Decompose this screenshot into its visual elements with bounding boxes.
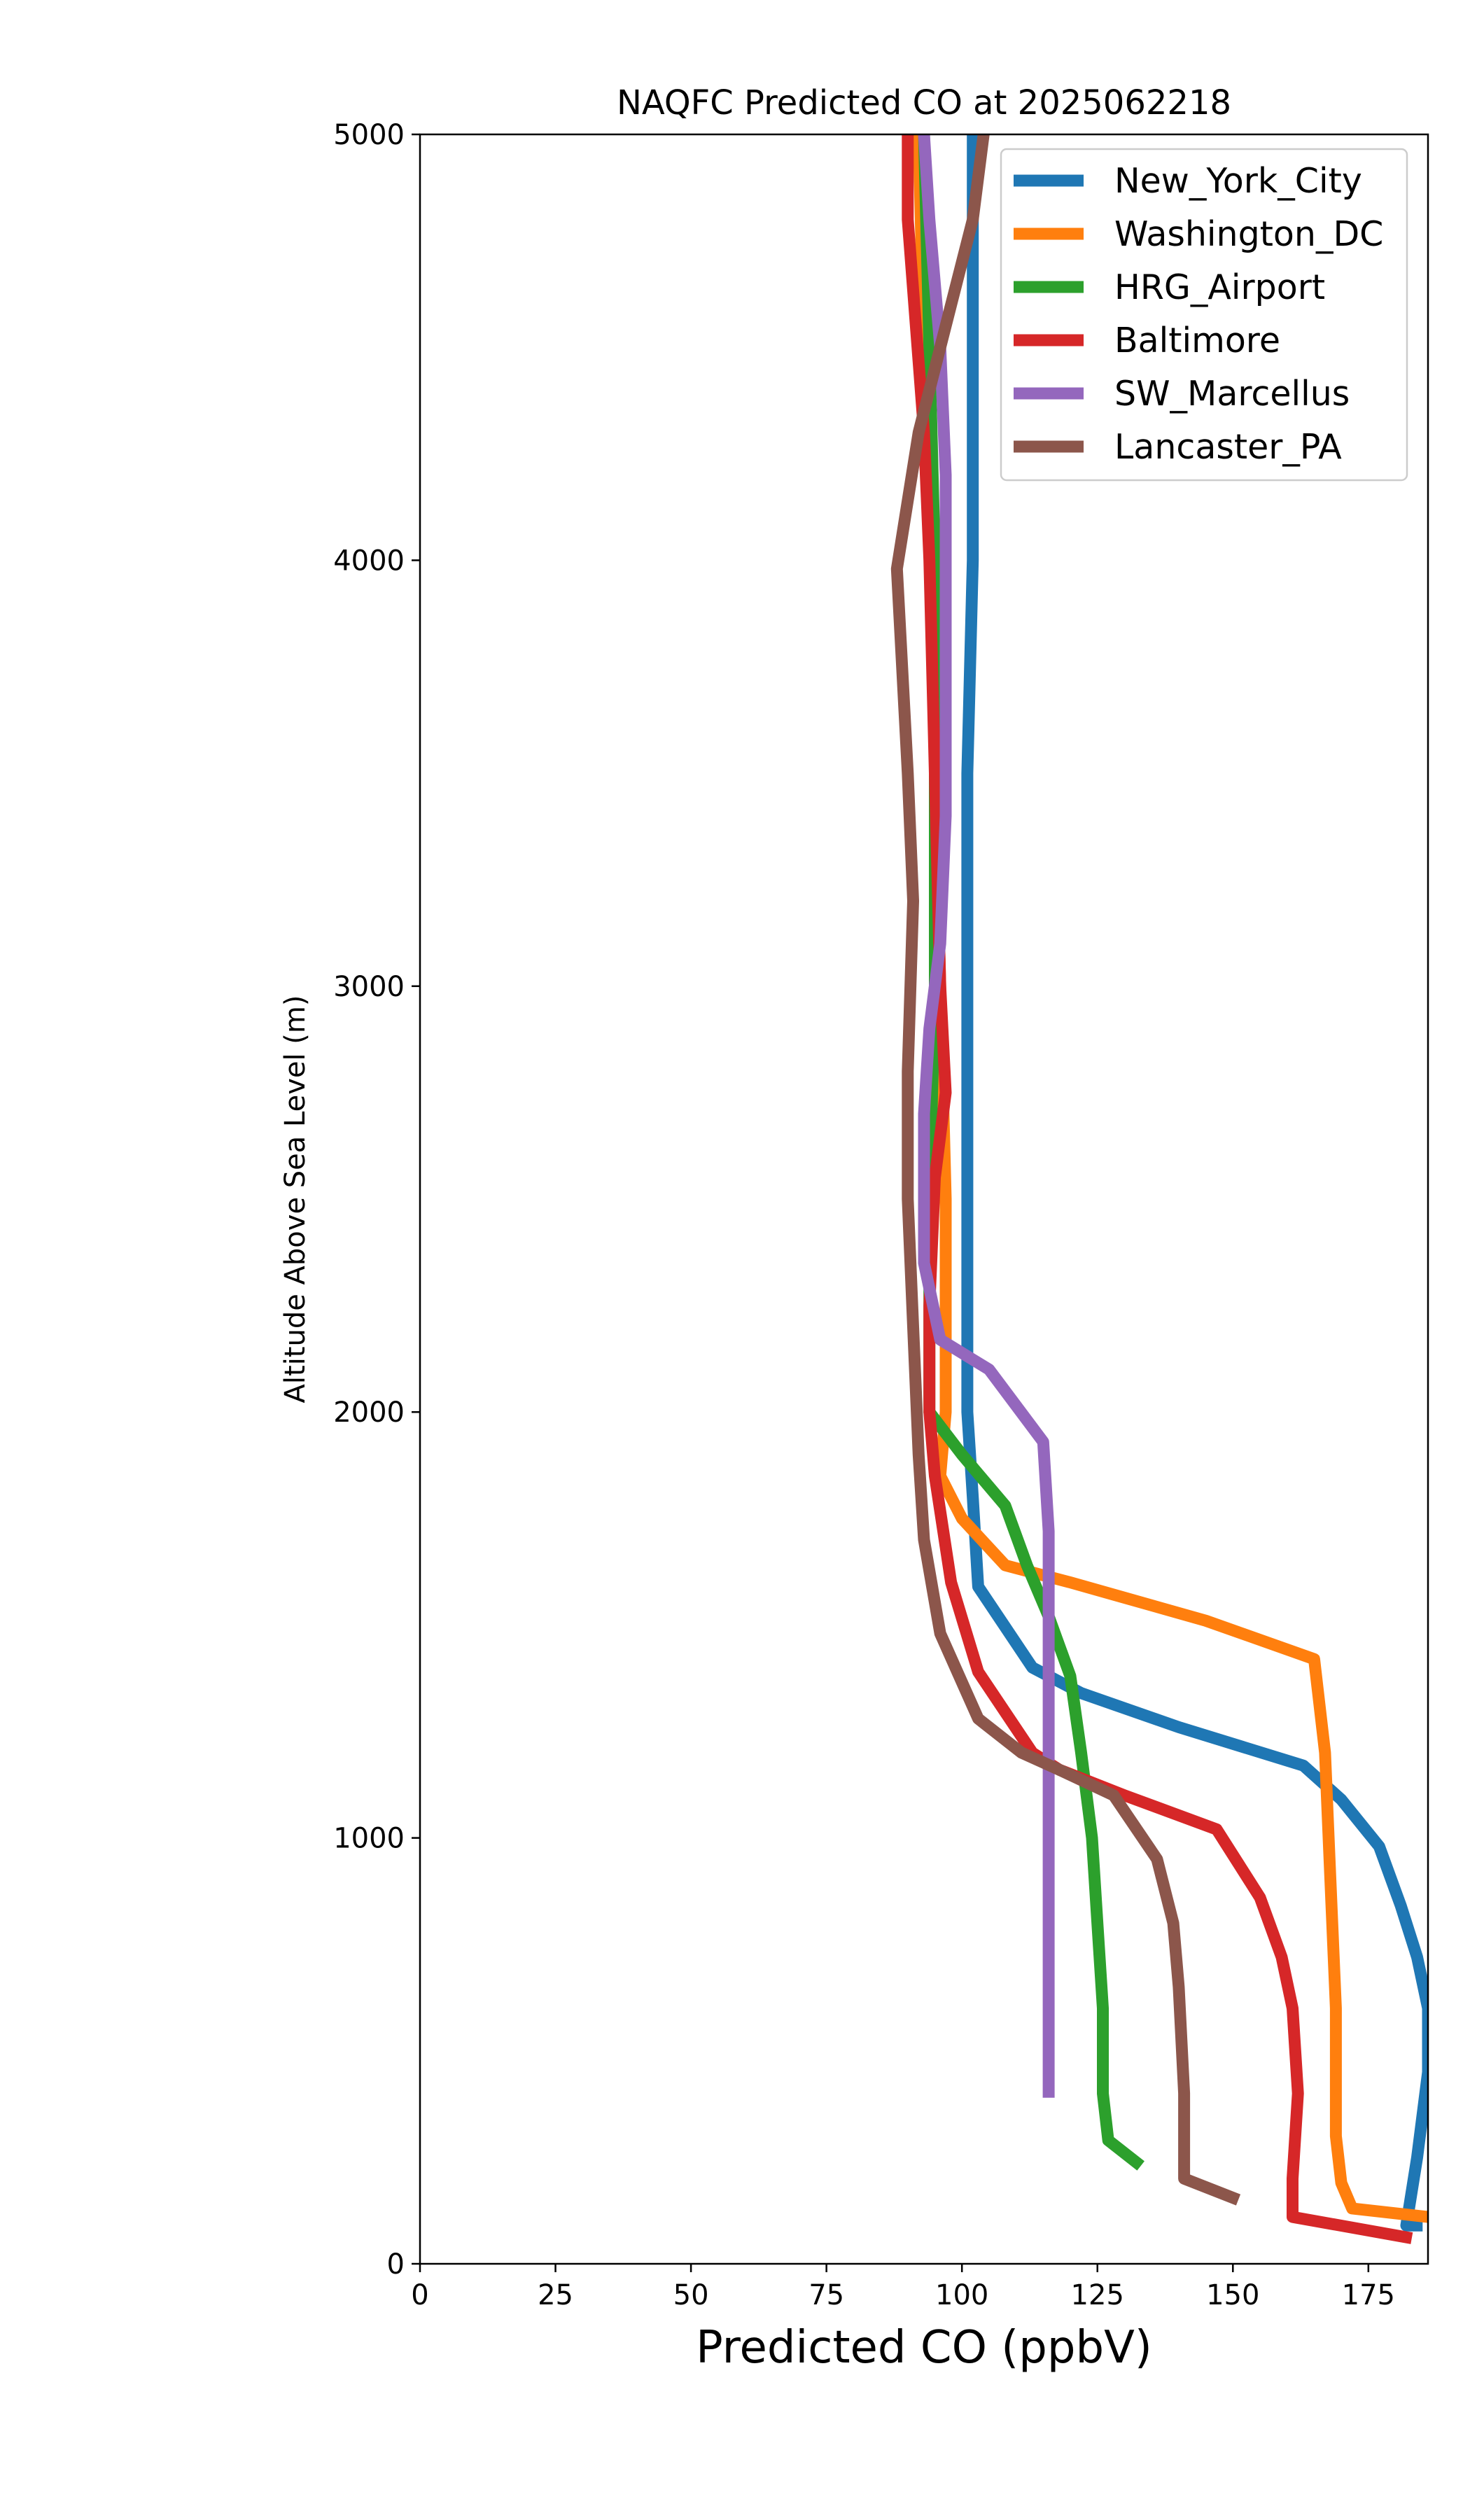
legend-label: Baltimore (1114, 321, 1280, 360)
legend-label: New_York_City (1114, 161, 1362, 201)
x-axis-ticks: 0 25 50 75 100 125 150 175 (411, 2264, 1395, 2311)
chart-title: NAQFC Predicted CO at 2025062218 (617, 83, 1231, 122)
x-tick-label: 25 (538, 2279, 573, 2311)
legend-label: SW_Marcellus (1114, 374, 1350, 414)
x-tick-label: 100 (935, 2279, 988, 2311)
y-tick-label: 4000 (333, 545, 405, 577)
x-axis-label: Predicted CO (ppbV) (696, 2322, 1152, 2374)
y-axis-ticks: 0 1000 2000 3000 4000 5000 (333, 119, 420, 2281)
x-tick-label: 175 (1342, 2279, 1395, 2311)
legend-label: Lancaster_PA (1114, 427, 1342, 467)
series-line-sw-marcellus (918, 134, 1055, 2098)
y-tick-label: 3000 (333, 971, 405, 1003)
x-tick-label: 50 (673, 2279, 709, 2311)
y-tick-label: 1000 (333, 1823, 405, 1855)
legend-box (1000, 148, 1408, 482)
plot-frame (419, 133, 1429, 2265)
x-tick-label: 0 (411, 2279, 428, 2311)
y-tick-label: 0 (387, 2248, 405, 2281)
x-tick-label: 75 (808, 2279, 844, 2311)
y-tick-label: 5000 (333, 119, 405, 151)
legend-label: Washington_DC (1114, 214, 1383, 254)
legend: New_York_City Washington_DC HRG_Airport Bal… (1000, 148, 1408, 482)
y-axis-label: Altitude Above Sea Level (m) (279, 995, 312, 1404)
series-line-baltimore (902, 134, 1413, 2244)
series-layer (890, 134, 1428, 2244)
series-line-lancaster-pa (890, 134, 1241, 2206)
series-line-new-york-city (961, 134, 1428, 2232)
legend-label: HRG_Airport (1114, 267, 1325, 307)
y-tick-label: 2000 (333, 1396, 405, 1429)
x-tick-label: 125 (1071, 2279, 1124, 2311)
x-tick-label: 150 (1206, 2279, 1259, 2311)
